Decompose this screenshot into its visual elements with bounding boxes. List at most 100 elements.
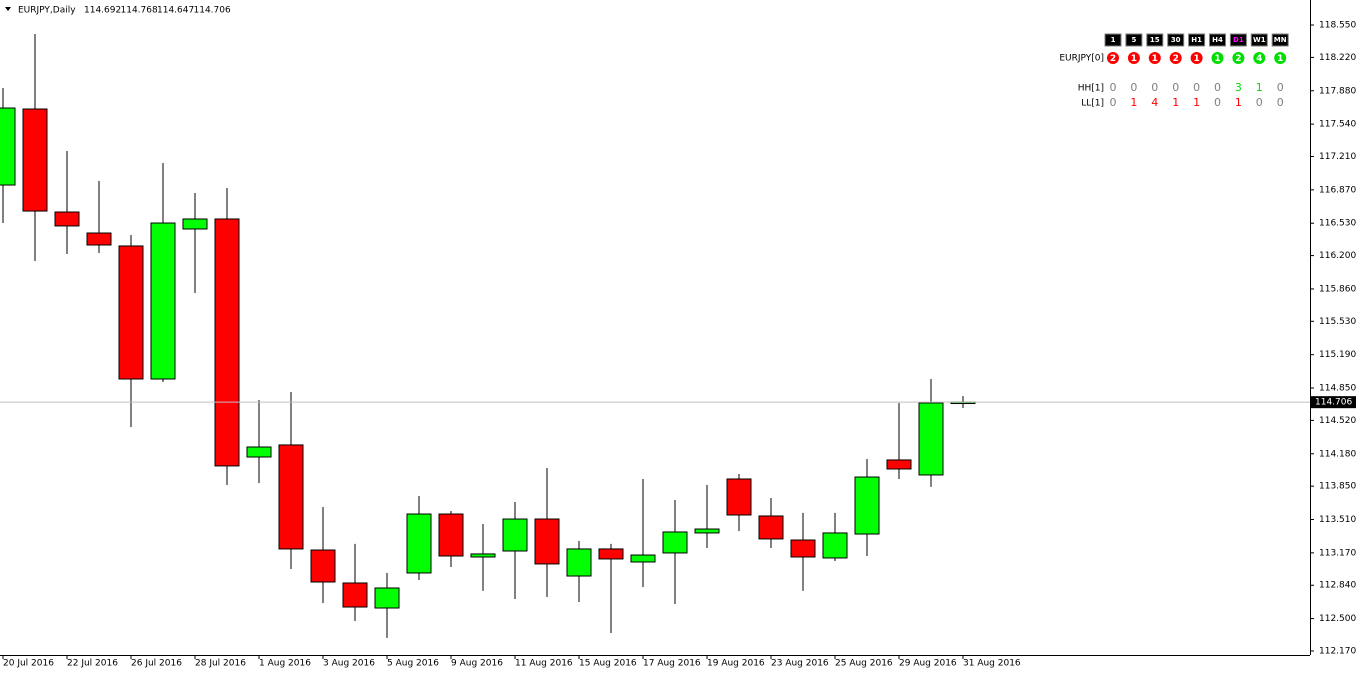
signal-value: 1 [1214,54,1220,64]
price-marker [1310,396,1356,409]
x-tick-label: 5 Aug 2016 [387,659,439,669]
signal-value: 4 [1256,54,1262,64]
timeframe-label: 15 [1150,36,1160,44]
count-value: 1 [1235,96,1242,109]
y-tick-label: 113.510 [1319,515,1356,525]
signal-dot [1190,52,1203,64]
y-tick-label: 113.170 [1319,548,1356,558]
candle-body [630,554,656,563]
signal-dot [1127,52,1140,64]
count-value: 3 [1235,81,1242,94]
header-low: 114.647 [157,6,194,16]
y-tick-label: 116.200 [1319,251,1356,261]
signal-dot [1211,52,1224,64]
timeframe-button[interactable] [1188,33,1206,47]
timeframe-button[interactable] [1167,33,1185,47]
candle-body [310,549,336,583]
count-value: 0 [1193,81,1200,94]
timeframe-button[interactable] [1250,33,1268,47]
signal-value: 2 [1110,54,1116,64]
candle-body [246,446,272,458]
candle-body [118,245,144,380]
count-value: 0 [1277,96,1284,109]
signal-dot [1148,52,1161,64]
signal-label: EURJPY[0] [1059,54,1104,64]
count-value: 0 [1110,96,1117,109]
signal-value: 1 [1193,54,1199,64]
chart-title: EURJPY,Daily [18,6,76,16]
x-tick-label: 25 Aug 2016 [835,659,893,669]
x-tick-label: 17 Aug 2016 [643,659,701,669]
candle-body [918,402,944,476]
y-tick-label: 112.170 [1319,646,1356,656]
x-tick-label: 26 Jul 2016 [131,659,182,669]
signal-dot [1169,52,1182,64]
y-tick-label: 115.530 [1319,317,1356,327]
candle-body [406,513,432,574]
signal-value: 1 [1277,54,1283,64]
candle-body [86,232,112,246]
candle-body [0,107,16,186]
timeframe-button[interactable] [1271,33,1289,47]
candle-body [278,444,304,550]
count-value: 0 [1277,81,1284,94]
signal-dot [1253,52,1266,64]
count-value: 0 [1130,81,1137,94]
candle-body [822,532,848,559]
x-tick-label: 20 Jul 2016 [3,659,54,669]
header-high: 114.768 [121,6,158,16]
count-label: HH[1] [1078,84,1104,94]
candle-body [854,476,880,535]
count-value: 1 [1256,81,1263,94]
timeframe-button[interactable] [1209,33,1226,47]
count-value: 1 [1172,96,1179,109]
timeframe-button[interactable] [1229,33,1247,47]
y-tick-label: 114.520 [1319,416,1356,426]
y-tick-label: 114.850 [1319,384,1356,394]
x-tick-label: 28 Jul 2016 [195,659,246,669]
candle-body [470,553,496,558]
timeframe-label: D1 [1233,36,1244,44]
timeframe-button[interactable] [1125,33,1143,47]
signal-value: 1 [1131,54,1137,64]
signal-value: 2 [1173,54,1179,64]
x-tick-label: 29 Aug 2016 [899,659,957,669]
y-tick-label: 117.210 [1319,152,1356,162]
price-marker-label: 114.706 [1315,398,1352,408]
signal-dot [1232,52,1245,64]
y-tick-label: 112.840 [1319,581,1356,591]
count-value: 0 [1110,81,1117,94]
x-tick-label: 22 Jul 2016 [67,659,118,669]
count-value: 1 [1130,96,1137,109]
timeframe-label: H4 [1212,36,1223,44]
y-tick-label: 113.850 [1319,482,1356,492]
candle-body [342,582,368,608]
count-value: 1 [1193,96,1200,109]
x-tick-label: 19 Aug 2016 [707,659,765,669]
timeframe-label: H1 [1191,36,1202,44]
y-tick-label: 118.550 [1319,21,1356,31]
count-value: 0 [1172,81,1179,94]
x-tick-label: 23 Aug 2016 [771,659,829,669]
x-tick-label: 3 Aug 2016 [323,659,375,669]
y-tick-label: 116.530 [1319,219,1356,229]
candle-body [662,531,688,554]
candle-body [886,459,912,470]
x-tick-label: 15 Aug 2016 [579,659,637,669]
candle-body [150,222,176,380]
candle-body [534,518,560,565]
timeframe-button[interactable] [1104,33,1122,47]
candle-body [790,539,816,558]
candle-body [374,587,400,609]
y-tick-label: 117.880 [1319,86,1356,96]
y-tick-label: 115.190 [1319,350,1356,360]
timeframe-button[interactable] [1146,33,1164,47]
x-tick-label: 11 Aug 2016 [515,659,573,669]
timeframe-label: 30 [1171,36,1181,44]
y-tick-label: 116.870 [1319,185,1356,195]
count-label: LL[1] [1081,99,1104,109]
timeframe-label: MN [1274,36,1287,44]
count-value: 0 [1256,96,1263,109]
timeframe-label: 1 [1111,36,1116,44]
